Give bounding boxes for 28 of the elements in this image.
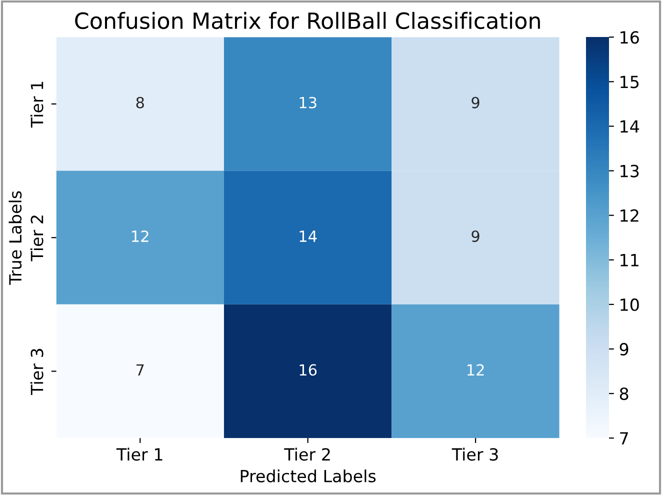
color-bar-label: 10 — [620, 298, 639, 311]
data-label: 9 — [472, 96, 480, 108]
data-label: 12 — [467, 364, 484, 376]
x-tick-label: Tier 1 — [116, 448, 162, 461]
y-axis-title: True Labels — [8, 191, 22, 285]
x-tick-label: Tier 3 — [452, 448, 498, 461]
y-tick-label: Tier 3 — [30, 348, 44, 395]
data-label: 7 — [136, 364, 144, 376]
color-bar-label: 8 — [620, 387, 628, 400]
x-tick-label: Tier 2 — [284, 448, 330, 461]
color-bar-label: 12 — [620, 209, 638, 222]
y-tick-label: Tier 2 — [30, 216, 44, 262]
color-bar-label: 14 — [620, 120, 640, 133]
data-label: 16 — [300, 364, 317, 376]
color-bar-label: 7 — [620, 432, 628, 444]
color-bar-label: 15 — [620, 76, 639, 88]
data-label: 12 — [132, 230, 148, 242]
color-bar-label: 11 — [620, 254, 638, 266]
chart-title: Confusion Matrix for RollBall Classification — [75, 12, 540, 30]
color-bar-label: 9 — [620, 342, 628, 356]
color-bar-label: 16 — [620, 31, 639, 44]
data-label: 13 — [300, 96, 316, 108]
color-bar-label: 13 — [620, 164, 639, 178]
x-axis-title: Predicted Labels — [240, 469, 376, 482]
data-label: 14 — [300, 230, 317, 242]
y-tick-label: Tier 1 — [30, 82, 44, 128]
data-label: 8 — [136, 96, 144, 108]
data-label: 9 — [472, 230, 480, 242]
